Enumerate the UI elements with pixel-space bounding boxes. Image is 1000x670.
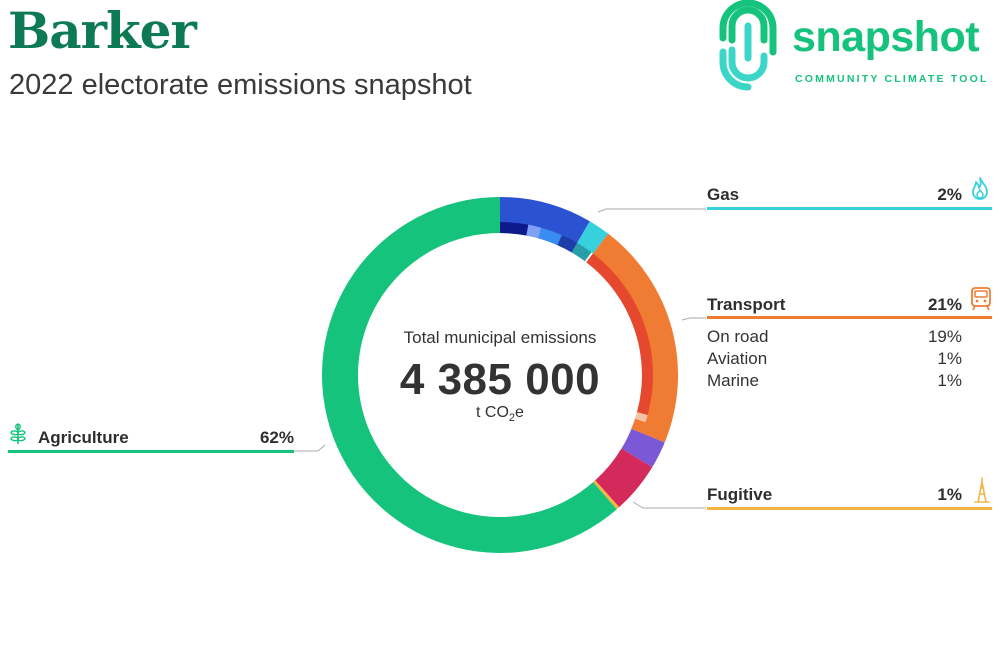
center-total-value: 4 385 000 <box>399 355 601 404</box>
transport-sub-percent: 1% <box>937 371 962 390</box>
gas-leader-line <box>597 208 706 213</box>
donut-slice <box>621 428 665 468</box>
fugitive-underline <box>707 507 992 510</box>
logo-wordmark: snapshot <box>792 13 980 61</box>
page-title: Barker <box>8 1 197 60</box>
transport-sub-percent: 19% <box>927 327 962 346</box>
leader-lines <box>294 208 706 509</box>
unit-prefix: t CO <box>476 404 509 421</box>
label-underlines <box>8 207 992 510</box>
donut-sub-slice <box>584 252 593 263</box>
transport-leader-line <box>681 317 706 321</box>
transport-sub-percent: 1% <box>937 349 962 368</box>
agriculture-underline <box>8 450 294 453</box>
transport-label: Transport <box>707 295 786 314</box>
snapshot-logo: snapshot COMMUNITY CLIMATE TOOL <box>712 0 1000 92</box>
donut-slice <box>593 480 620 510</box>
transport-underline <box>707 316 992 319</box>
donut-sub-slice <box>586 253 654 415</box>
gas-label: Gas <box>707 185 740 204</box>
agriculture-label: Agriculture <box>38 428 129 447</box>
donut-sub-slice <box>557 235 578 253</box>
donut-slice <box>322 197 617 553</box>
unit-subscript: 2 <box>508 412 516 425</box>
transport-sub-label: Aviation <box>707 349 768 368</box>
donut-sub-slice <box>571 242 592 262</box>
wheat-icon <box>10 423 26 444</box>
donut-sub-slice <box>538 227 562 246</box>
donut-sub-slice <box>500 222 529 236</box>
gas-underline <box>707 207 992 210</box>
donut-sub-slice <box>631 418 646 434</box>
transport-sub-label: Marine <box>707 371 759 390</box>
center-total-label: Total municipal emissions <box>403 328 597 347</box>
transport-percent: 21% <box>927 295 962 314</box>
donut-inner-ring <box>500 222 654 434</box>
gas-percent: 2% <box>937 185 962 204</box>
transport-sub-label: On road <box>707 327 769 346</box>
donut-sub-slice <box>635 412 648 423</box>
flame-icon <box>972 177 988 200</box>
donut-slice <box>595 448 653 508</box>
fugitive-label: Fugitive <box>707 485 773 504</box>
logo-tagline: COMMUNITY CLIMATE TOOL <box>795 73 989 85</box>
oil-rig-icon <box>974 477 990 503</box>
center-total-unit: t CO2e <box>350 404 650 424</box>
agriculture-percent: 62% <box>259 428 294 447</box>
fugitive-leader-line <box>632 501 706 509</box>
fugitive-percent: 1% <box>937 485 962 504</box>
snapshot-logo-mark-icon <box>719 0 777 91</box>
donut-sub-slice <box>526 224 542 239</box>
agriculture-leader-line <box>294 444 326 452</box>
donut-slice <box>586 233 678 443</box>
unit-suffix: e <box>515 404 524 421</box>
page-subtitle: 2022 electorate emissions snapshot <box>9 69 472 101</box>
train-icon <box>971 287 991 311</box>
